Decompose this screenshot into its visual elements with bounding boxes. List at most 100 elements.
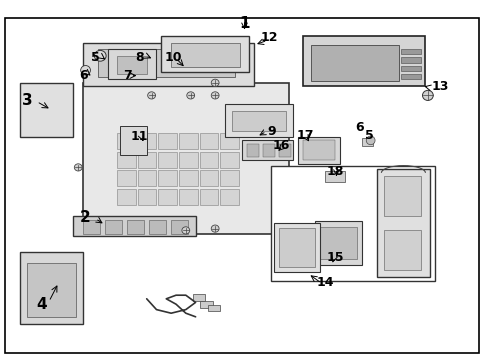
Bar bbox=[138, 152, 156, 168]
Ellipse shape bbox=[81, 66, 90, 75]
Bar bbox=[400, 57, 420, 63]
Text: 12: 12 bbox=[260, 31, 277, 44]
Bar bbox=[220, 133, 238, 149]
Bar bbox=[98, 49, 234, 77]
Text: 13: 13 bbox=[430, 80, 448, 93]
Bar bbox=[199, 152, 218, 168]
Ellipse shape bbox=[182, 227, 189, 234]
Bar bbox=[117, 56, 146, 74]
Bar bbox=[303, 140, 334, 160]
Ellipse shape bbox=[211, 225, 219, 232]
Bar bbox=[315, 221, 361, 265]
Bar bbox=[120, 126, 146, 155]
Bar bbox=[158, 170, 177, 186]
Bar bbox=[224, 104, 293, 137]
Bar bbox=[117, 133, 136, 149]
Bar bbox=[138, 170, 156, 186]
Bar bbox=[400, 49, 420, 54]
Bar bbox=[376, 169, 429, 277]
Text: 8: 8 bbox=[135, 51, 143, 64]
Bar bbox=[278, 228, 314, 267]
Bar bbox=[303, 36, 425, 86]
Bar bbox=[383, 230, 420, 270]
Bar bbox=[310, 45, 398, 81]
Bar bbox=[20, 83, 73, 137]
Bar bbox=[207, 305, 220, 311]
Bar bbox=[138, 189, 156, 205]
Ellipse shape bbox=[422, 90, 432, 100]
Bar bbox=[383, 176, 420, 216]
Ellipse shape bbox=[147, 92, 155, 99]
Bar bbox=[273, 223, 320, 272]
Bar bbox=[179, 170, 197, 186]
Bar bbox=[220, 189, 238, 205]
Text: 1: 1 bbox=[239, 16, 249, 31]
Ellipse shape bbox=[94, 50, 106, 61]
FancyBboxPatch shape bbox=[271, 166, 434, 281]
Bar bbox=[242, 140, 293, 160]
Bar bbox=[83, 220, 100, 234]
Bar bbox=[400, 66, 420, 71]
Bar bbox=[179, 189, 197, 205]
Bar bbox=[117, 152, 136, 168]
Bar bbox=[138, 133, 156, 149]
Bar bbox=[232, 111, 285, 131]
Bar bbox=[263, 144, 275, 157]
Text: 16: 16 bbox=[272, 139, 289, 152]
Text: 15: 15 bbox=[325, 251, 343, 264]
Bar bbox=[200, 301, 212, 308]
Bar bbox=[158, 152, 177, 168]
Text: 14: 14 bbox=[316, 276, 333, 289]
Bar bbox=[400, 74, 420, 79]
Text: 3: 3 bbox=[21, 93, 32, 108]
Bar bbox=[179, 152, 197, 168]
Text: 7: 7 bbox=[122, 69, 131, 82]
Ellipse shape bbox=[74, 164, 82, 171]
Ellipse shape bbox=[211, 79, 219, 86]
Bar bbox=[127, 220, 144, 234]
Bar bbox=[107, 49, 156, 79]
Text: 10: 10 bbox=[164, 51, 182, 64]
Bar bbox=[199, 170, 218, 186]
Bar bbox=[325, 171, 344, 182]
Bar bbox=[149, 220, 166, 234]
Bar bbox=[105, 220, 122, 234]
Text: 2: 2 bbox=[80, 210, 91, 225]
Ellipse shape bbox=[366, 136, 374, 145]
Bar bbox=[117, 189, 136, 205]
Bar bbox=[220, 170, 238, 186]
Bar bbox=[27, 263, 76, 317]
Bar bbox=[199, 133, 218, 149]
Bar bbox=[199, 189, 218, 205]
Bar bbox=[320, 227, 356, 259]
Bar bbox=[246, 144, 259, 157]
Text: 4: 4 bbox=[36, 297, 47, 312]
Bar bbox=[171, 220, 188, 234]
Text: 17: 17 bbox=[296, 129, 314, 141]
Ellipse shape bbox=[186, 92, 194, 99]
Bar bbox=[171, 43, 239, 67]
Bar bbox=[83, 43, 254, 86]
Bar bbox=[73, 216, 195, 236]
Text: 5: 5 bbox=[364, 129, 373, 141]
Bar bbox=[20, 252, 83, 324]
Text: 11: 11 bbox=[130, 130, 148, 143]
Bar bbox=[161, 36, 249, 72]
Text: 9: 9 bbox=[266, 125, 275, 138]
Bar bbox=[158, 189, 177, 205]
Bar bbox=[117, 170, 136, 186]
Bar bbox=[279, 144, 291, 157]
Bar bbox=[83, 83, 288, 234]
Text: 6: 6 bbox=[79, 69, 87, 82]
Text: 6: 6 bbox=[354, 121, 363, 134]
Bar bbox=[361, 138, 372, 146]
Text: 18: 18 bbox=[325, 165, 343, 177]
Bar bbox=[158, 133, 177, 149]
Bar bbox=[220, 152, 238, 168]
Bar bbox=[193, 294, 205, 301]
Text: 5: 5 bbox=[91, 51, 100, 64]
Bar bbox=[298, 137, 339, 164]
Bar bbox=[179, 133, 197, 149]
FancyBboxPatch shape bbox=[5, 18, 478, 353]
Ellipse shape bbox=[211, 92, 219, 99]
